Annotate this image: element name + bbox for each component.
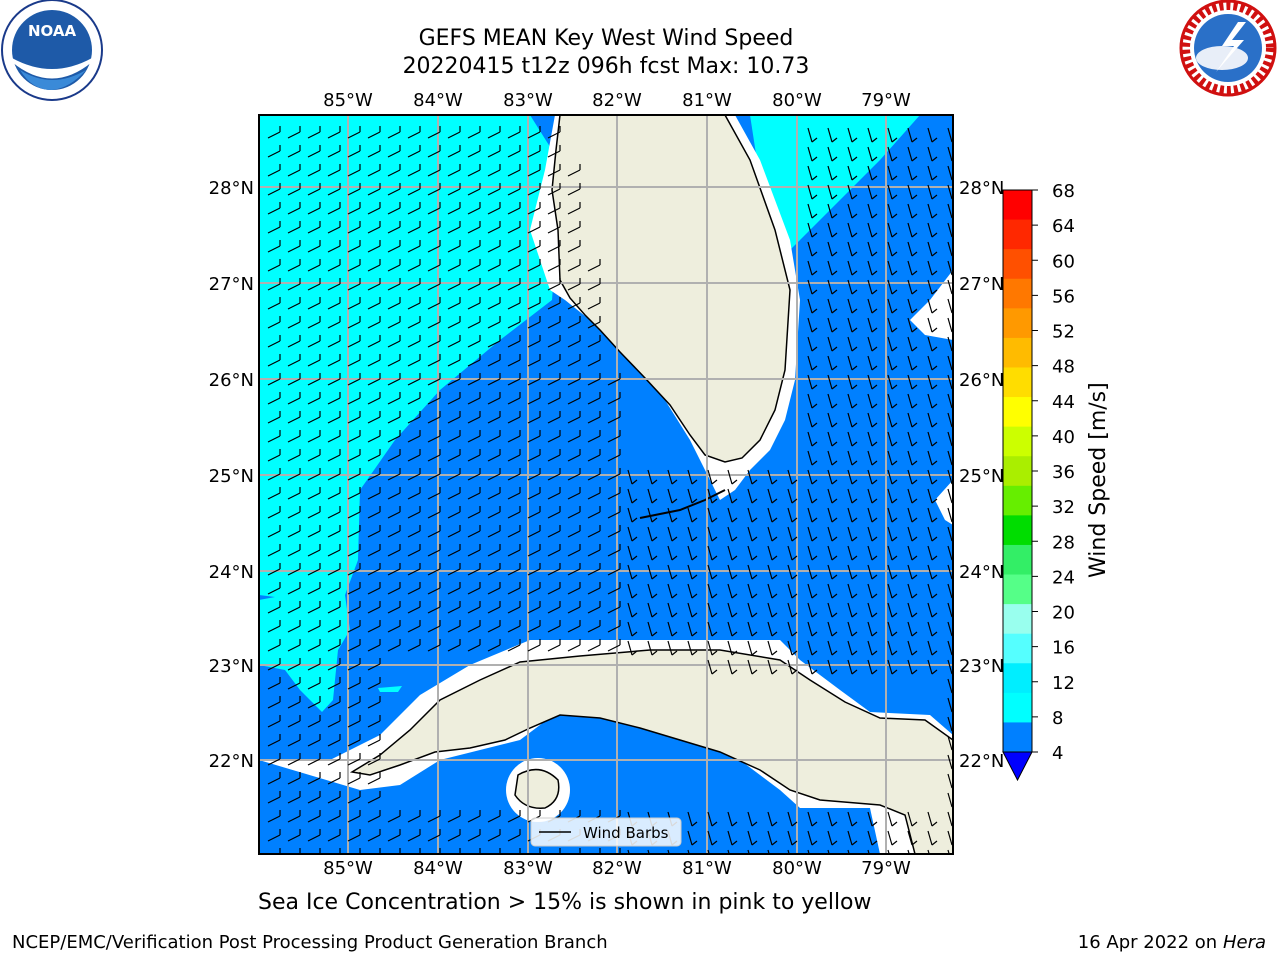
colorbar-segment [1003,219,1032,250]
svg-text:24°N: 24°N [209,562,254,583]
colorbar-segment [1003,633,1032,664]
sea-ice-caption: Sea Ice Concentration > 15% is shown in … [258,890,872,915]
ocean-cyan-region-northeast [750,115,920,250]
colorbar-segment [1003,692,1032,723]
colorbar-tick-label: 64 [1052,216,1075,237]
colorbar-segment [1003,485,1032,516]
svg-text:26°N: 26°N [959,370,1004,391]
colorbar-tick-label: 68 [1052,181,1075,202]
svg-text:79°W: 79°W [861,858,911,879]
svg-text:82°W: 82°W [592,90,642,111]
colorbar-segment [1003,604,1032,635]
colorbar-segment [1003,190,1032,221]
colorbar-tick-label: 20 [1052,603,1075,624]
svg-text:23°N: 23°N [209,656,254,677]
colorbar-tick-label: 8 [1052,708,1063,729]
wind-barbs-legend: Wind Barbs [530,817,682,847]
colorbar-segment [1003,397,1032,428]
svg-text:23°N: 23°N [959,656,1004,677]
lat-labels-right: 28°N 27°N 26°N 25°N 24°N 23°N 22°N [959,178,1004,772]
colorbar: 68 64 60 56 52 48 44 40 36 32 28 24 20 16 12 8 4 [1002,181,1075,782]
svg-text:27°N: 27°N [209,274,254,295]
colorbar-segment [1003,515,1032,546]
colorbar-segment [1003,308,1032,339]
svg-text:84°W: 84°W [413,858,463,879]
colorbar-tick-label: 48 [1052,357,1075,378]
svg-text:28°N: 28°N [209,178,254,199]
colorbar-label: Wind Speed [m/s] [1086,382,1111,578]
colorbar-tick-label: 60 [1052,251,1075,272]
nws-logo [1179,0,1277,97]
colorbar-segment [1003,456,1032,487]
colorbar-tick-label: 36 [1052,462,1075,483]
colorbar-tick-label: 44 [1052,392,1075,413]
map-frame [258,114,954,855]
svg-text:80°W: 80°W [772,90,822,111]
colorbar-tick-label: 16 [1052,638,1075,659]
colorbar-segment [1003,544,1032,576]
ocean-cyan-region-west [259,115,555,712]
svg-text:83°W: 83°W [503,90,553,111]
wind-barbs-layer [267,126,953,854]
colorbar-tick-label: 56 [1052,286,1075,307]
colorbar-tick-label: 4 [1052,743,1063,764]
colorbar-segment [1003,278,1032,309]
colorbar-segment [1003,337,1032,368]
footer-host: Hera [1222,932,1266,953]
svg-text:85°W: 85°W [323,90,373,111]
florida-landmass [551,115,791,463]
svg-text:84°W: 84°W [413,90,463,111]
map-area [259,115,953,854]
colorbar-tick-label: 32 [1052,497,1075,518]
colorbar-segment [1003,574,1032,605]
graticule [259,115,953,854]
colorbar-segment [1003,426,1032,457]
map-title: GEFS MEAN Key West Wind Speed [418,26,794,51]
svg-text:85°W: 85°W [323,858,373,879]
isla-juventud [514,768,560,809]
lat-labels-left: 28°N 27°N 26°N 25°N 24°N 23°N 22°N [209,178,254,772]
colorbar-segment [1003,663,1032,694]
svg-text:25°N: 25°N [959,466,1004,487]
svg-text:26°N: 26°N [209,370,254,391]
svg-text:80°W: 80°W [772,858,822,879]
svg-text:82°W: 82°W [592,858,642,879]
map-subtitle: 20220415 t12z 096h fcst Max: 10.73 [402,54,810,79]
colorbar-segment [1003,722,1032,753]
svg-text:24°N: 24°N [959,562,1004,583]
colorbar-extend-arrow [1002,751,1033,782]
svg-text:81°W: 81°W [682,858,732,879]
colorbar-segment [1003,367,1032,398]
noaa-logo: NOAA [1,0,103,101]
noaa-logo-text: NOAA [28,22,77,40]
footer-credit: NCEP/EMC/Verification Post Processing Pr… [12,932,608,953]
svg-text:25°N: 25°N [209,466,254,487]
footer-date-text: 16 Apr 2022 on [1077,932,1223,953]
footer-date: 16 Apr 2022 on Hera [1078,932,1266,953]
legend-label: Wind Barbs [583,824,669,842]
svg-text:28°N: 28°N [959,178,1004,199]
colorbar-tick-label: 52 [1052,322,1075,343]
colorbar-tick-label: 24 [1052,567,1075,588]
cuba-landmass [349,649,953,854]
colorbar-segment [1003,249,1032,280]
svg-text:27°N: 27°N [959,274,1004,295]
colorbar-tick-label: 40 [1052,427,1075,448]
svg-text:81°W: 81°W [682,90,732,111]
colorbar-tick-label: 12 [1052,673,1075,694]
lon-labels-top: 85°W 84°W 83°W 82°W 81°W 80°W 79°W [323,90,911,111]
svg-text:22°N: 22°N [209,751,254,772]
lon-labels-bottom: 85°W 84°W 83°W 82°W 81°W 80°W 79°W [323,858,911,879]
svg-text:79°W: 79°W [861,90,911,111]
colorbar-tick-label: 28 [1052,532,1075,553]
svg-text:22°N: 22°N [959,751,1004,772]
svg-text:83°W: 83°W [503,858,553,879]
